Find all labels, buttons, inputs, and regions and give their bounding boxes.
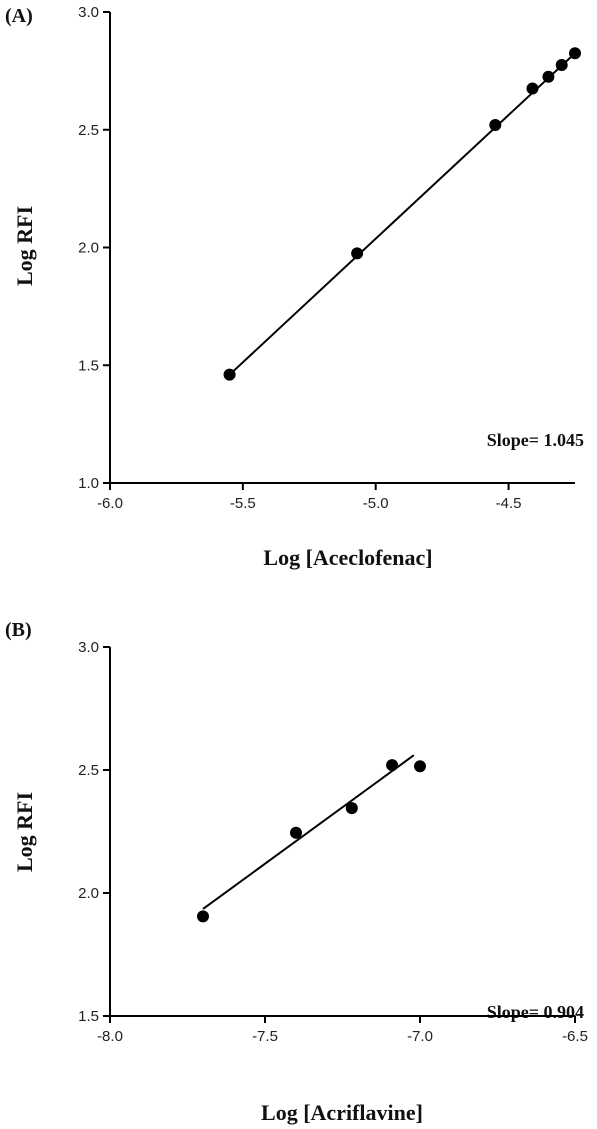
regression-line-b xyxy=(202,754,415,910)
data-point-a xyxy=(542,70,555,83)
x-axis-title-b: Log [Acriflavine] xyxy=(261,1100,423,1125)
y-tick-label-a: 2.5 xyxy=(78,122,99,139)
x-tick-label-b: -7.0 xyxy=(407,1028,433,1045)
data-point-a xyxy=(351,247,364,260)
y-tick-label-b: 2.0 xyxy=(78,885,99,902)
x-tick-label-b: -8.0 xyxy=(97,1028,123,1045)
axes-b: 1.5 2.0 2.5 3.0 -8.0 -7.5 -7.0 -6.5 xyxy=(78,639,588,1045)
data-point-b xyxy=(197,910,209,923)
slope-annotation-a: Slope= 1.045 xyxy=(487,430,584,450)
data-point-a xyxy=(569,47,581,60)
y-tick-label-a: 1.0 xyxy=(78,475,99,492)
y-tick-label-a: 3.0 xyxy=(78,4,99,21)
x-axis-title-a: Log [Aceclofenac] xyxy=(263,545,432,570)
x-tick-label-a: -5.5 xyxy=(230,495,256,512)
x-tick-label-a: -6.0 xyxy=(97,495,123,512)
y-tick-label-a: 1.5 xyxy=(78,357,99,374)
chart-panel-b: (B) Log RFI Log [Acriflavine] Slope= 0.9… xyxy=(5,619,588,1125)
panel-label-b: (B) xyxy=(5,619,32,641)
chart-panel-a: (A) Log RFI Log [Aceclofenac] Slope= 1.0… xyxy=(5,4,584,570)
data-point-a xyxy=(526,82,539,95)
x-tick-label-b: -7.5 xyxy=(252,1028,278,1045)
axes-a: 1.0 1.5 2.0 2.5 3.0 -6.0 -5.5 -5.0 -4.5 xyxy=(78,4,575,512)
y-axis-title-b: Log RFI xyxy=(12,792,37,872)
marks-a xyxy=(223,47,581,381)
data-point-a xyxy=(489,119,502,132)
panel-label-a: (A) xyxy=(5,5,33,27)
x-tick-label-a: -5.0 xyxy=(363,495,389,512)
data-point-b xyxy=(290,826,302,839)
y-tick-label-b: 1.5 xyxy=(78,1008,99,1025)
y-tick-label-b: 2.5 xyxy=(78,762,99,779)
x-tick-label-a: -4.5 xyxy=(496,495,522,512)
data-point-a xyxy=(223,368,236,381)
data-point-b xyxy=(386,759,399,772)
data-point-b xyxy=(414,760,426,773)
y-tick-label-b: 3.0 xyxy=(78,639,99,656)
regression-line-a xyxy=(228,52,576,376)
y-tick-label-a: 2.0 xyxy=(78,240,99,257)
data-point-b xyxy=(345,802,358,815)
slope-annotation-b: Slope= 0.904 xyxy=(487,1002,584,1022)
data-point-a xyxy=(555,58,568,71)
x-tick-label-b: -6.5 xyxy=(562,1028,588,1045)
marks-b xyxy=(197,754,426,923)
y-axis-title-a: Log RFI xyxy=(12,206,37,286)
